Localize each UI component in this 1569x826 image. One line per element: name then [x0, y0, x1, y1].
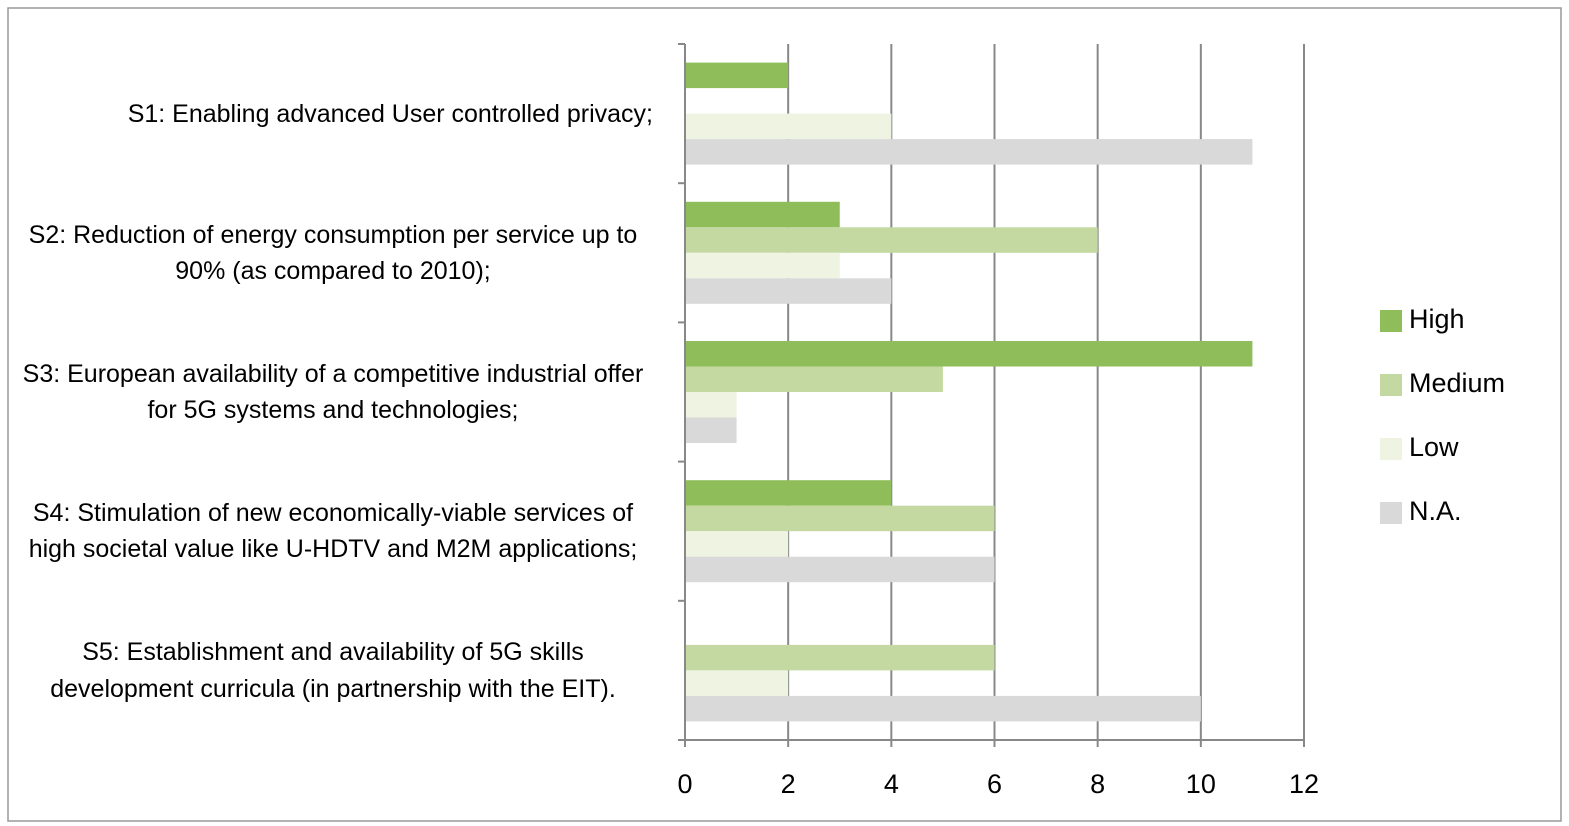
- bar: [685, 366, 943, 392]
- bar: [685, 480, 892, 506]
- category-label-box: S1: Enabling advanced User controlled pr…: [13, 95, 653, 131]
- bar: [685, 139, 1253, 165]
- x-tick-label: 2: [781, 769, 796, 799]
- bar: [685, 392, 737, 418]
- bar: [685, 556, 995, 583]
- x-tick-label: 10: [1186, 769, 1216, 799]
- bar: [685, 252, 840, 279]
- category-label-box: S2: Reduction of energy consumption per …: [13, 217, 653, 290]
- legend-swatch: [1380, 438, 1402, 460]
- category-label-box: S3: European availability of a competiti…: [13, 356, 653, 429]
- category-label-box: S5: Establishment and availability of 5G…: [13, 634, 653, 707]
- y-tick-label: S4: Stimulation of new economically-viab…: [28, 498, 638, 564]
- bar: [685, 341, 1253, 367]
- legend-swatch: [1380, 310, 1402, 332]
- bar: [685, 227, 1098, 253]
- legend-swatch: [1380, 502, 1402, 524]
- category-label-box: S4: Stimulation of new economically-viab…: [13, 495, 653, 568]
- legend-label: Medium: [1409, 368, 1505, 398]
- bar: [685, 278, 892, 304]
- y-tick-label: S5: Establishment and availability of 5G…: [50, 638, 616, 703]
- bar: [685, 531, 789, 557]
- x-tick-label: 6: [987, 769, 1002, 799]
- legend-label: N.A.: [1409, 496, 1462, 526]
- bar: [685, 201, 840, 228]
- x-tick-label: 8: [1090, 769, 1105, 799]
- legend-label: High: [1409, 304, 1465, 334]
- bar: [685, 113, 892, 140]
- legend-label: Low: [1409, 432, 1459, 462]
- y-tick-label: S2: Reduction of energy consumption per …: [28, 220, 638, 285]
- chart-border: [7, 7, 1562, 822]
- bar: [685, 670, 789, 696]
- legend-swatch: [1380, 374, 1402, 396]
- bar: [685, 417, 737, 443]
- y-tick-label: S1: Enabling advanced User controlled pr…: [127, 99, 653, 128]
- bar: [685, 62, 789, 89]
- y-tick-label: S3: European availability of a competiti…: [22, 359, 644, 424]
- bar: [685, 644, 995, 671]
- bar: [685, 695, 1201, 722]
- bar: [685, 505, 995, 532]
- x-tick-label: 4: [884, 769, 899, 799]
- x-tick-label: 0: [677, 769, 692, 799]
- x-tick-label: 12: [1289, 769, 1319, 799]
